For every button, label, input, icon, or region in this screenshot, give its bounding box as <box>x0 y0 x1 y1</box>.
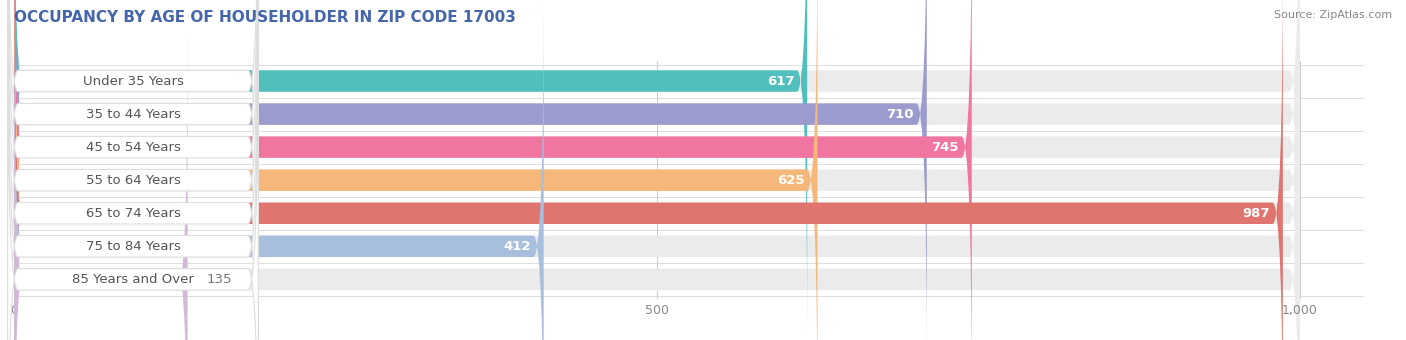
Text: 745: 745 <box>931 141 959 154</box>
Text: OCCUPANCY BY AGE OF HOUSEHOLDER IN ZIP CODE 17003: OCCUPANCY BY AGE OF HOUSEHOLDER IN ZIP C… <box>14 10 516 25</box>
Text: 65 to 74 Years: 65 to 74 Years <box>86 207 180 220</box>
Text: 617: 617 <box>766 74 794 87</box>
Text: Under 35 Years: Under 35 Years <box>83 74 183 87</box>
FancyBboxPatch shape <box>14 0 817 340</box>
Text: Source: ZipAtlas.com: Source: ZipAtlas.com <box>1274 10 1392 20</box>
Text: 85 Years and Over: 85 Years and Over <box>72 273 194 286</box>
FancyBboxPatch shape <box>7 0 259 340</box>
FancyBboxPatch shape <box>14 0 807 335</box>
Text: 45 to 54 Years: 45 to 54 Years <box>86 141 180 154</box>
FancyBboxPatch shape <box>7 0 259 340</box>
FancyBboxPatch shape <box>7 26 259 340</box>
FancyBboxPatch shape <box>7 0 259 340</box>
FancyBboxPatch shape <box>7 0 259 335</box>
FancyBboxPatch shape <box>7 0 259 340</box>
FancyBboxPatch shape <box>14 0 1299 340</box>
FancyBboxPatch shape <box>7 0 259 340</box>
FancyBboxPatch shape <box>14 0 927 340</box>
Text: 987: 987 <box>1243 207 1270 220</box>
Text: 75 to 84 Years: 75 to 84 Years <box>86 240 180 253</box>
FancyBboxPatch shape <box>14 0 1299 340</box>
FancyBboxPatch shape <box>14 26 1299 340</box>
Text: 55 to 64 Years: 55 to 64 Years <box>86 174 180 187</box>
FancyBboxPatch shape <box>14 0 1282 340</box>
FancyBboxPatch shape <box>14 0 544 340</box>
FancyBboxPatch shape <box>14 0 1299 340</box>
FancyBboxPatch shape <box>14 0 1299 340</box>
Text: 35 to 44 Years: 35 to 44 Years <box>86 107 180 121</box>
Text: 625: 625 <box>778 174 804 187</box>
FancyBboxPatch shape <box>14 0 1299 335</box>
Text: 412: 412 <box>503 240 531 253</box>
FancyBboxPatch shape <box>14 26 187 340</box>
Text: 135: 135 <box>207 273 232 286</box>
Text: 710: 710 <box>886 107 914 121</box>
FancyBboxPatch shape <box>14 0 972 340</box>
FancyBboxPatch shape <box>14 0 1299 340</box>
